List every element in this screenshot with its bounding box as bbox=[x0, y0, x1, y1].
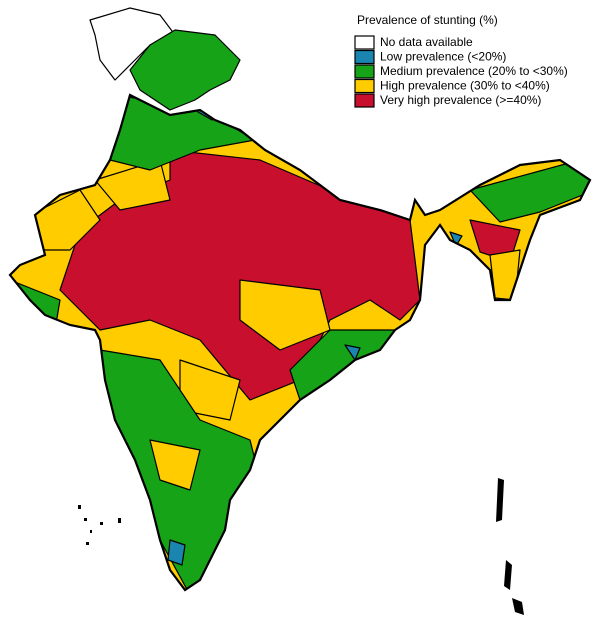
region bbox=[449, 231, 463, 247]
region bbox=[469, 159, 590, 223]
legend-label: High prevalence (30% to <40%) bbox=[380, 79, 550, 93]
legend-label: No data available bbox=[380, 35, 473, 49]
legend-label: Low prevalence (<20%) bbox=[380, 50, 506, 64]
legend-label: Medium prevalence (20% to <30%) bbox=[380, 64, 568, 78]
legend-swatch bbox=[354, 35, 375, 50]
legend-swatch bbox=[354, 93, 375, 108]
legend-swatch bbox=[354, 49, 375, 65]
legend-label: Very high prevalence (>=40%) bbox=[380, 93, 541, 107]
region bbox=[129, 29, 241, 111]
region bbox=[167, 539, 186, 566]
islands bbox=[78, 478, 524, 615]
region bbox=[149, 439, 201, 491]
legend-swatch bbox=[354, 64, 375, 79]
region bbox=[89, 7, 176, 81]
legend-swatch bbox=[354, 78, 375, 94]
legend-title: Prevalence of stunting (%) bbox=[357, 13, 498, 27]
region bbox=[344, 344, 361, 361]
region bbox=[239, 279, 331, 351]
legend: Prevalence of stunting (%) No data avail… bbox=[354, 13, 568, 108]
